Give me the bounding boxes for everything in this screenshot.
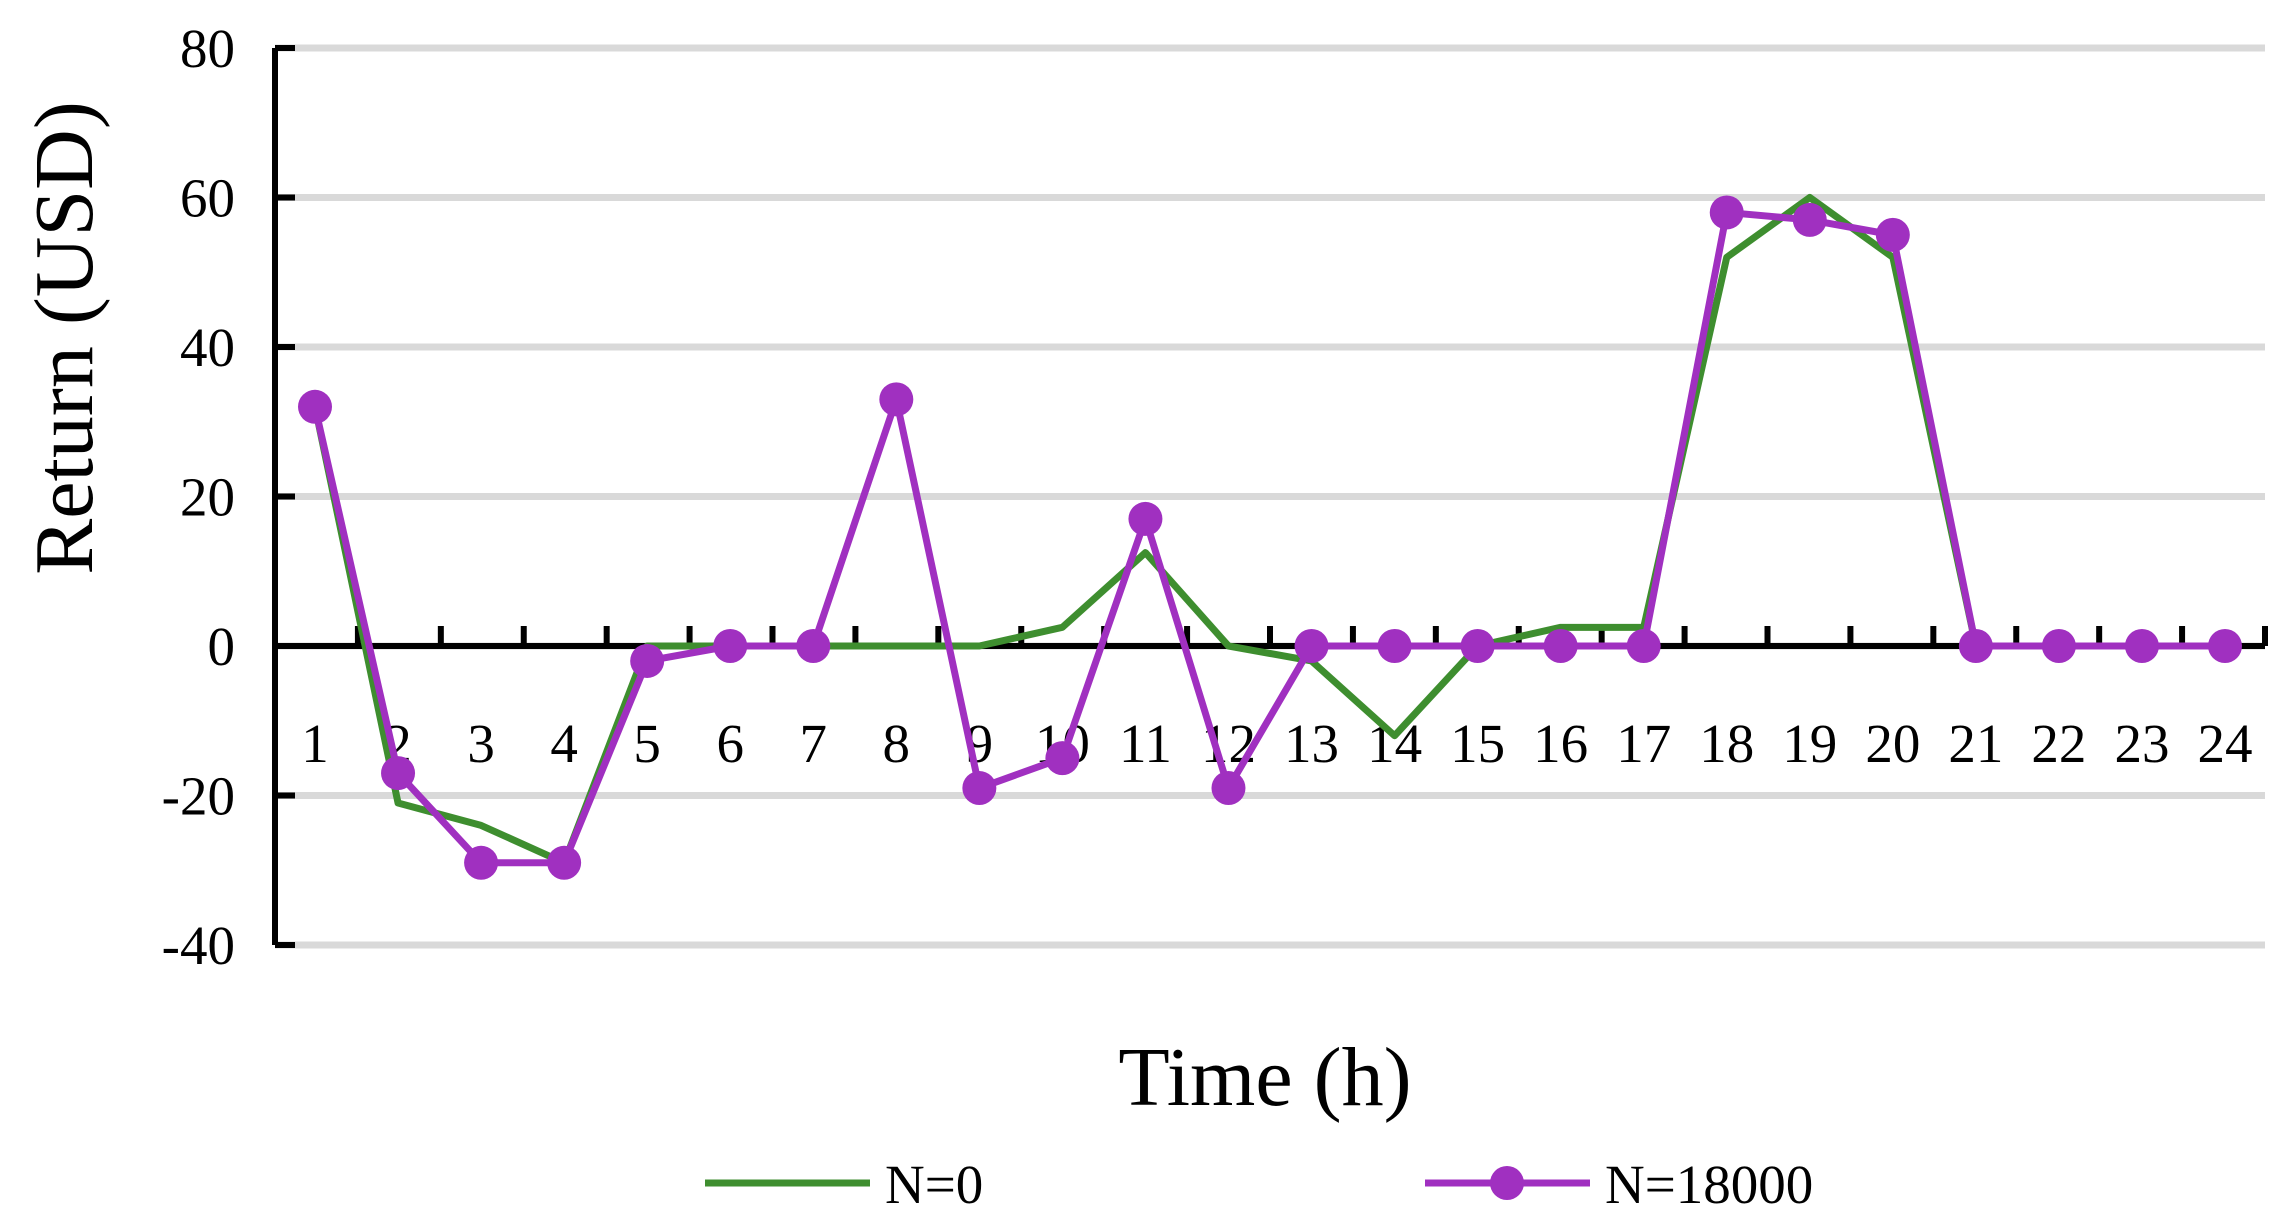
x-tick-label: 4	[550, 713, 578, 774]
data-point	[1045, 741, 1080, 776]
data-point	[962, 771, 997, 806]
y-axis-tick-labels: -40 -20 0 20 40 60 80	[162, 18, 235, 976]
y-axis-title: Return (USD)	[18, 101, 111, 575]
x-tick-label: 8	[883, 713, 911, 774]
data-point	[1377, 629, 1412, 663]
x-tick-label: 15	[1450, 713, 1505, 774]
x-axis-title: Time (h)	[1118, 1031, 1411, 1124]
x-tick-label: 23	[2114, 713, 2169, 774]
data-point	[464, 845, 499, 880]
series-line	[311, 208, 2225, 867]
data-point	[796, 629, 831, 663]
x-tick-label: 18	[1699, 713, 1754, 774]
data-point	[1294, 629, 1329, 663]
data-point	[2208, 629, 2242, 663]
data-point	[1958, 629, 1993, 663]
x-tick-label: 16	[1533, 713, 1588, 774]
data-point	[1211, 771, 1246, 806]
data-point	[630, 643, 665, 678]
x-tick-label: 1	[301, 713, 329, 774]
series-line	[311, 194, 2225, 867]
x-tick-label: 20	[1865, 713, 1920, 774]
x-tick-label: 11	[1119, 713, 1172, 774]
x-tick-label: 22	[2031, 713, 2086, 774]
x-tick-label: 6	[716, 713, 744, 774]
legend: N=0 N=18000	[705, 1154, 1813, 1215]
x-tick-label: 7	[800, 713, 828, 774]
y-tick-label: -20	[162, 766, 235, 827]
data-point	[1128, 501, 1163, 536]
x-tick-label: 5	[633, 713, 661, 774]
x-tick-label: 3	[467, 713, 495, 774]
x-axis-tick-labels: 123456789101112131415161718192021222324	[301, 713, 2252, 774]
data-point	[879, 382, 914, 417]
gridlines	[275, 44, 2265, 949]
data-point	[1626, 629, 1661, 663]
data-point	[298, 389, 332, 424]
data-point	[547, 845, 582, 880]
legend-label: N=18000	[1605, 1154, 1813, 1215]
data-point	[1543, 629, 1578, 663]
data-point	[2124, 629, 2159, 663]
x-tick-label: 19	[1782, 713, 1837, 774]
x-tick-label: 17	[1616, 713, 1671, 774]
x-tick-label: 13	[1284, 713, 1339, 774]
data-point	[2041, 629, 2076, 663]
y-tick-label: 20	[180, 467, 235, 528]
y-tick-label: 0	[208, 616, 236, 677]
y-tick-label: -40	[162, 915, 235, 976]
y-tick-label: 40	[180, 317, 235, 378]
y-tick-label: 60	[180, 168, 235, 229]
data-point	[1792, 202, 1827, 237]
legend-marker	[1490, 1166, 1524, 1200]
data-point	[1709, 195, 1744, 230]
data-point	[1460, 629, 1495, 663]
legend-label: N=0	[885, 1154, 983, 1215]
x-tick-label: 21	[1948, 713, 2003, 774]
data-point	[1875, 217, 1910, 252]
data-point	[713, 629, 748, 663]
x-tick-label: 24	[2198, 713, 2253, 774]
series-layer	[298, 194, 2242, 880]
y-tick-label: 80	[180, 18, 235, 79]
data-point	[381, 756, 416, 791]
